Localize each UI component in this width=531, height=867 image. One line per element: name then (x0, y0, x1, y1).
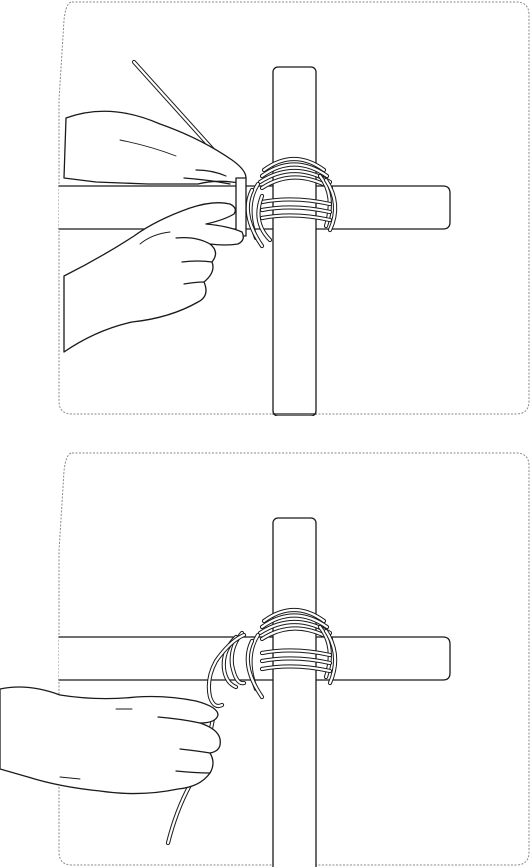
hand (0, 686, 221, 795)
rope-loops (206, 630, 247, 709)
vertical-pole (272, 517, 317, 867)
step-1-panel (0, 0, 531, 416)
horizontal-pole (58, 636, 451, 681)
lashing-coil (245, 157, 338, 249)
step-2-panel (0, 451, 531, 867)
horizontal-pole (58, 185, 451, 230)
vertical-pole (272, 66, 317, 416)
step-1-illustration (58, 1, 530, 416)
lower-hand (63, 202, 244, 353)
step-2-illustration (0, 452, 530, 867)
lashing-coil (245, 608, 338, 700)
